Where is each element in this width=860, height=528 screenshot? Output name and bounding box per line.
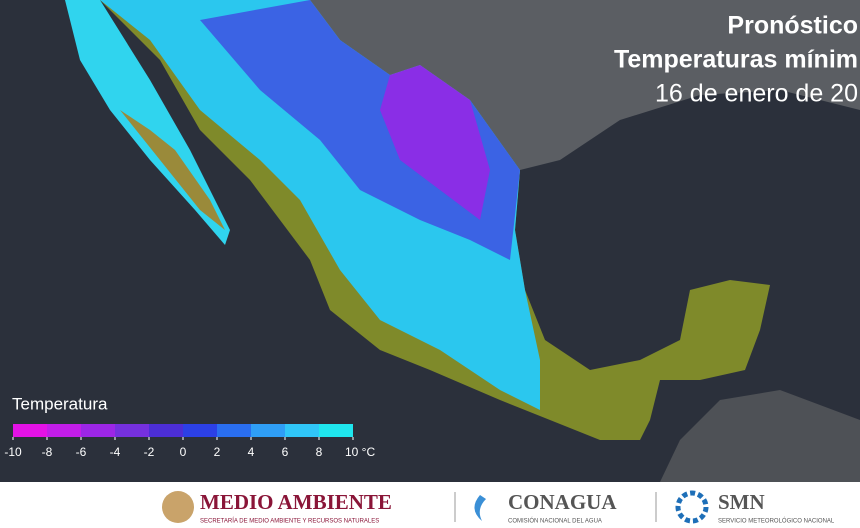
legend-swatch <box>217 424 251 437</box>
footer <box>0 482 860 528</box>
legend-tick-label: 10 °C <box>345 445 375 459</box>
baja-warm <box>120 110 225 230</box>
legend-tick-label: 4 <box>248 445 255 459</box>
smn-icon <box>675 490 709 524</box>
legend-tick-label: 2 <box>214 445 221 459</box>
legend-tick-label: -4 <box>110 445 121 459</box>
legend-swatch <box>285 424 319 437</box>
logo-subtitle: SERVICIO METEOROLÓGICO NACIONAL <box>718 518 835 525</box>
logo-name: CONAGUA <box>508 490 617 514</box>
legend-tick-label: 6 <box>282 445 289 459</box>
footer-logos: MEDIO AMBIENTE SECRETARÍA DE MEDIO AMBIEN… <box>200 490 835 525</box>
legend-swatch <box>149 424 183 437</box>
legend-swatch <box>115 424 149 437</box>
legend-swatch <box>251 424 285 437</box>
usa-land <box>300 0 860 170</box>
subtitle: Temperaturas mínim <box>614 46 858 74</box>
title: Pronóstico <box>727 12 858 40</box>
legend-tick-label: -6 <box>76 445 87 459</box>
legend-swatch <box>183 424 217 437</box>
legend-tick-label: 0 <box>180 445 187 459</box>
conagua-icon <box>474 495 486 521</box>
legend-swatch <box>13 424 47 437</box>
legend-swatch <box>47 424 81 437</box>
mexico-freezing <box>380 65 490 220</box>
logo-name: SMN <box>718 490 765 514</box>
legend-tick-label: -2 <box>144 445 155 459</box>
legend-swatch <box>319 424 353 437</box>
legend-tick-label: -8 <box>42 445 53 459</box>
logo-subtitle: SECRETARÍA DE MEDIO AMBIENTE Y RECURSOS … <box>200 518 379 525</box>
legend-tick-label: -10 <box>4 445 22 459</box>
logo-name: MEDIO AMBIENTE <box>200 490 392 514</box>
legend-tick-label: 8 <box>316 445 323 459</box>
emblem <box>162 491 194 523</box>
date: 16 de enero de 20 <box>655 80 858 108</box>
mexico-cold <box>200 0 520 260</box>
legend-title: Temperatura <box>12 394 108 413</box>
legend-swatch <box>81 424 115 437</box>
legend: -10 -8 -6 -4 -2 0 2 4 6 8 10 °C <box>4 424 375 459</box>
logo-subtitle: COMISIÓN NACIONAL DEL AGUA <box>508 518 602 525</box>
central-america-land <box>660 390 860 482</box>
